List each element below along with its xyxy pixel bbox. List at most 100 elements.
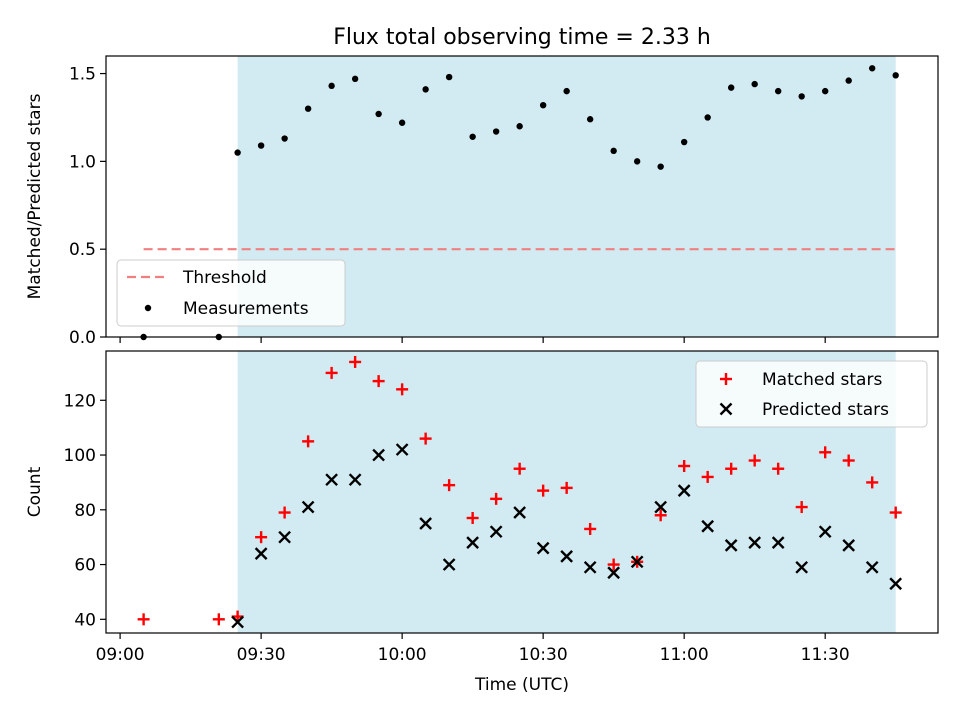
matched-stars-point xyxy=(490,492,503,505)
predicted-stars-point xyxy=(325,473,338,487)
legend-measurements-label: Measurements xyxy=(183,299,309,319)
matched-stars-point xyxy=(372,375,385,388)
measurements-point xyxy=(868,65,876,72)
y-tick-label: 80 xyxy=(74,501,96,521)
measurements-point xyxy=(798,93,805,100)
predicted-stars-point xyxy=(231,615,244,629)
legend-threshold-label: Threshold xyxy=(182,268,267,288)
predicted-stars-point xyxy=(889,577,903,591)
predicted-stars-point xyxy=(607,566,621,580)
measurement-points xyxy=(140,65,899,341)
legend-box xyxy=(116,259,346,327)
y-tick-label: 40 xyxy=(74,610,96,630)
matched-stars-point xyxy=(513,462,526,475)
matched-stars-point xyxy=(443,479,456,492)
ratio-panel: 0.0 0.5 1.0 1.5 Matched/Predicted stars Thr… xyxy=(25,55,939,348)
legend-predicted-label: Predicted stars xyxy=(762,400,889,420)
measurements-point xyxy=(633,158,641,165)
matched-stars-point xyxy=(678,459,691,472)
predicted-stars-point xyxy=(419,517,432,530)
legend-matched-swatch xyxy=(720,373,732,385)
ratio-axis-ticks: 0.0 0.5 1.0 1.5 xyxy=(69,65,826,348)
matched-stars-point xyxy=(701,470,714,483)
count-legend: Matched stars Predicted stars xyxy=(695,360,928,428)
count-axes-frame xyxy=(105,350,939,634)
measurements-point xyxy=(234,149,241,156)
predicted-stars-point xyxy=(818,525,832,539)
x-tick-label: 11:30 xyxy=(801,645,850,665)
ratio-legend: Threshold Measurements xyxy=(116,259,346,327)
x-tick-label: 09:30 xyxy=(237,645,286,665)
matched-stars-point xyxy=(725,462,738,475)
predicted-stars-point xyxy=(489,525,503,539)
measurements-point xyxy=(375,110,382,118)
measurements-point xyxy=(539,101,547,109)
predicted-stars-point xyxy=(372,448,385,462)
measurements-point xyxy=(281,135,288,142)
measurements-point xyxy=(398,119,406,126)
ratio-axes-frame xyxy=(105,55,939,338)
x-tick-label: 10:00 xyxy=(378,645,427,665)
measurements-point xyxy=(845,77,852,84)
predicted-stars-point xyxy=(466,536,479,549)
matched-stars-point xyxy=(607,558,620,571)
predicted-stars-point xyxy=(724,539,738,552)
matched-stars-point xyxy=(795,501,808,514)
y-tick-label: 100 xyxy=(64,446,96,466)
y-tick-label: 60 xyxy=(74,556,96,576)
matched-stars-point xyxy=(748,454,761,467)
measurements-point xyxy=(469,133,476,140)
x-tick-label: 10:30 xyxy=(519,645,568,665)
measurements-point xyxy=(892,72,899,79)
chart-title: Flux total observing time = 2.33 h xyxy=(333,25,711,50)
measurements-point xyxy=(563,87,570,95)
matched-stars-point xyxy=(302,435,315,448)
predicted-stars-point xyxy=(748,536,762,549)
matched-stars-point xyxy=(772,462,785,475)
predicted-stars-point xyxy=(701,519,715,533)
measurements-point xyxy=(657,163,664,170)
measurements-point xyxy=(445,73,453,81)
matched-stars-point xyxy=(349,355,362,368)
predicted-stars-point xyxy=(278,530,291,544)
measurements-point xyxy=(516,123,523,130)
x-tick-label: 09:00 xyxy=(96,645,145,665)
measurements-point xyxy=(751,80,758,88)
predicted-stars-point xyxy=(630,555,644,569)
legend-predicted-swatch xyxy=(719,402,733,416)
predicted-stars-point xyxy=(560,549,574,563)
matched-stars-point xyxy=(560,481,573,494)
measurements-point xyxy=(727,84,735,91)
count-panel: 40 60 80 100 120 09:00 09:30 10:00 10:30 11:00 11:… xyxy=(25,350,939,665)
predicted-stars-point xyxy=(795,560,809,574)
measurements-point xyxy=(351,75,359,83)
predicted-stars-point xyxy=(395,443,409,456)
predicted-stars-point xyxy=(254,547,268,560)
measurements-point xyxy=(422,86,429,93)
matched-stars-point xyxy=(419,432,432,445)
measurements-point xyxy=(680,138,688,146)
predicted-stars-point xyxy=(348,473,362,487)
predicted-stars-point xyxy=(536,541,550,555)
matched-stars-point xyxy=(325,366,338,379)
matched-stars-point xyxy=(584,522,597,535)
matched-stars-point xyxy=(212,613,225,626)
count-axis-ticks: 40 60 80 100 120 09:00 09:30 10:00 10:30 11:00 11:… xyxy=(64,391,850,665)
x-axis-label: Time (UTC) xyxy=(474,675,569,695)
predicted-stars-point xyxy=(442,558,456,571)
predicted-stars-point xyxy=(654,500,668,514)
measurements-point xyxy=(586,116,594,123)
matched-stars-point xyxy=(396,383,409,396)
measurements-point xyxy=(774,87,782,95)
predicted-stars-point xyxy=(771,536,785,549)
predicted-stars-point xyxy=(301,500,315,514)
matched-stars-point xyxy=(466,512,479,525)
matched-stars-point xyxy=(889,506,902,519)
matched-stars-point xyxy=(137,613,150,626)
matched-stars-point xyxy=(842,454,855,467)
y-tick-label: 1.5 xyxy=(69,65,96,85)
observing-window-shade xyxy=(237,56,896,337)
legend-matched-label: Matched stars xyxy=(762,370,882,390)
measurements-point xyxy=(492,128,500,135)
